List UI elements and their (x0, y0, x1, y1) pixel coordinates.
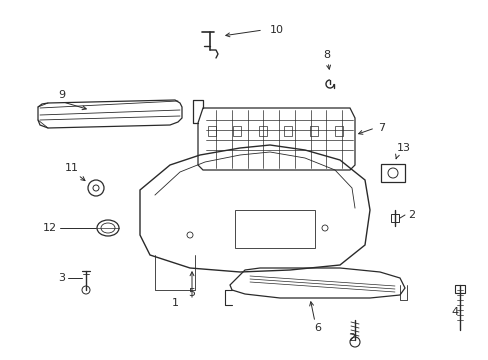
Text: 8: 8 (323, 50, 330, 60)
Bar (235, 210, 314, 248)
Text: 2: 2 (407, 210, 414, 220)
Bar (284, 126, 292, 136)
Text: 12: 12 (43, 223, 57, 233)
Text: 13: 13 (396, 143, 410, 153)
Text: 6: 6 (314, 323, 321, 333)
Bar (258, 126, 266, 136)
Bar (309, 126, 317, 136)
Bar (334, 126, 342, 136)
Text: 11: 11 (65, 163, 79, 173)
Text: 3: 3 (59, 273, 65, 283)
Text: 9: 9 (59, 90, 65, 100)
Bar (380, 164, 404, 182)
Text: 10: 10 (269, 25, 284, 35)
Bar (207, 126, 216, 136)
Text: 2: 2 (348, 333, 355, 343)
Text: 5: 5 (188, 288, 195, 298)
Bar (233, 126, 241, 136)
Text: 7: 7 (377, 123, 385, 133)
Text: 1: 1 (171, 298, 178, 308)
Text: 4: 4 (450, 307, 458, 317)
